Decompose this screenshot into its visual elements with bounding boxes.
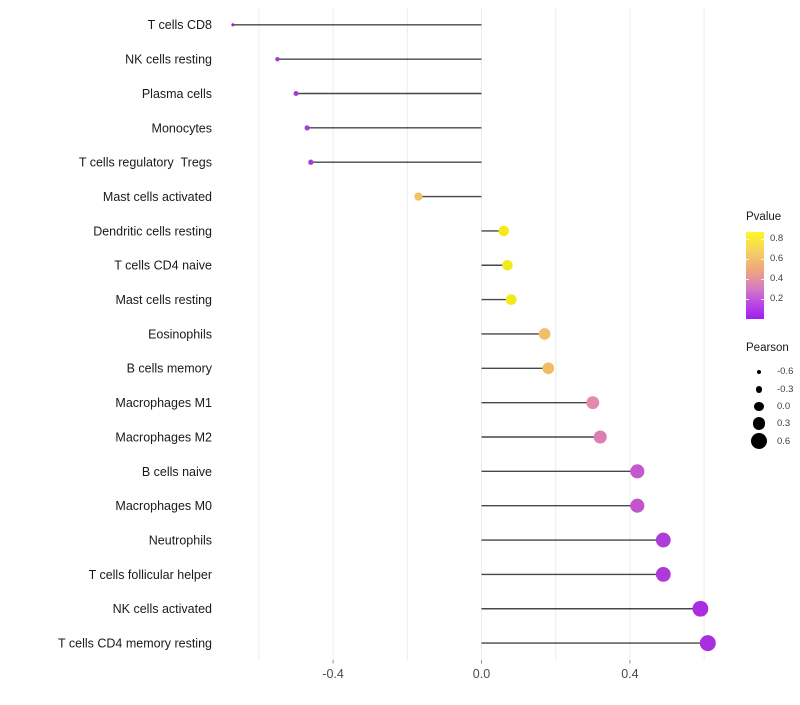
lollipop-dot [593,430,607,444]
pearson-legend: Pearson -0.6 -0.3 0.0 0.3 0.6 [746,342,800,450]
pvalue-legend-title: Pvalue [746,211,782,223]
row-label: T cells CD4 naive [114,259,212,273]
row-label: B cells naive [142,465,212,479]
row-label: Macrophages M0 [115,499,212,513]
row-label: Eosinophils [148,327,212,341]
pvalue-colorbar-tick [746,238,749,240]
pearson-legend-item: 0.0 [746,398,800,415]
lollipop-dot [293,91,299,96]
pearson-legend-dot-col [746,433,772,450]
pearson-legend-label: 0.6 [777,435,791,447]
row-label: Dendritic cells resting [93,224,212,238]
pearson-legend-label: -0.3 [777,383,794,395]
pvalue-colorbar-tick [761,258,764,260]
row-label: Macrophages M2 [115,430,212,444]
pvalue-colorbar-tick [746,258,749,260]
pearson-legend-item: -0.6 [746,363,800,380]
pearson-legend-dot [752,417,766,431]
lollipop-dot [542,362,555,375]
row-label: NK cells resting [125,53,212,67]
pvalue-tick-label: 0.2 [770,293,784,304]
row-label: NK cells activated [113,602,212,616]
lollipop-dot [308,159,314,165]
lollipop-dot [231,23,235,27]
lollipop-dot [505,294,517,305]
row-label: Mast cells activated [103,190,212,204]
x-tick-label: 0.0 [473,667,490,681]
pvalue-tick-label: 0.6 [770,253,784,264]
lollipop-dot [414,192,423,201]
lollipop-dot [275,56,280,62]
row-label: T cells follicular helper [89,568,212,582]
row-label: Monocytes [152,121,212,135]
lollipop-dot [655,532,671,548]
row-label: Plasma cells [142,87,212,101]
row-label: T cells CD8 [148,18,212,32]
pearson-legend-dot-col [746,401,772,412]
x-tick-label: 0.4 [621,667,638,681]
pvalue-tick-label: 0.4 [770,273,784,284]
lollipop-dot [498,225,510,237]
x-tick-label: -0.4 [322,667,344,681]
lollipop-dot [586,396,600,410]
lollipop-dot [692,600,709,617]
pvalue-colorbar-tick [746,278,749,280]
lollipop-dot [538,328,551,340]
pvalue-legend: Pvalue 0.8 0.6 0.4 0.2 [746,211,800,332]
row-label: Macrophages M1 [115,396,212,410]
row-label: B cells memory [127,362,213,376]
pearson-legend-label: 0.3 [777,418,791,430]
pvalue-colorbar-tick [746,298,749,300]
pearson-legend-dot [751,433,767,450]
pearson-legend-dot-col [746,385,772,393]
pearson-legend-dot [754,401,764,412]
pvalue-colorbar-tick [761,298,764,300]
lollipop-dot [630,464,645,479]
pearson-legend-item: 0.6 [746,433,800,450]
pvalue-tick-label: 0.8 [770,232,784,244]
lollipop-dot [699,635,716,652]
row-label: Neutrophils [149,533,212,547]
pearson-legend-item: -0.3 [746,380,800,397]
pvalue-colorbar [746,232,764,319]
pearson-legend-dot [755,385,763,393]
lollipop-dot [630,498,645,513]
row-label: T cells regulatory Tregs [79,156,212,170]
pearson-legend-title: Pearson [746,342,789,354]
row-label: T cells CD4 memory resting [58,637,212,651]
pvalue-colorbar-wrap: 0.8 0.6 0.4 0.2 [746,232,800,332]
pearson-legend-dot-col [746,369,772,374]
pearson-legend-label: 0.0 [777,400,791,412]
pearson-legend-label: -0.6 [777,366,794,378]
pearson-legend-item: 0.3 [746,415,800,432]
pearson-legend-dot-col [746,417,772,431]
lollipop-dot [304,125,310,131]
pearson-legend-dot [757,369,761,374]
row-label: Mast cells resting [115,293,212,307]
lollipop-dot [502,259,513,271]
pvalue-colorbar-tick [761,278,764,280]
lollipop-dot [655,567,671,582]
pvalue-colorbar-tick [761,238,764,240]
